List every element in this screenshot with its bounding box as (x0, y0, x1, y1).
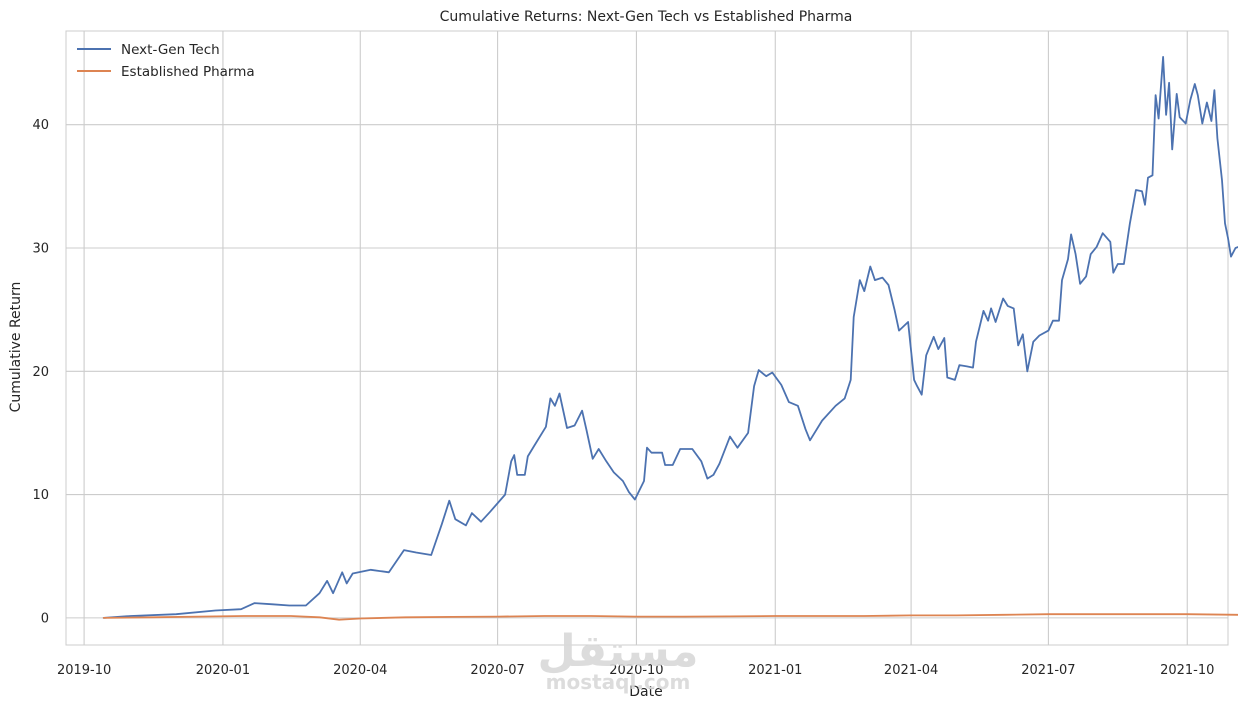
x-tick-2021-04: 2021-04 (884, 663, 938, 678)
x-tick-2021-01: 2021-01 (748, 663, 802, 678)
y-tick-40: 40 (32, 118, 49, 133)
x-tick-2019-10: 2019-10 (57, 663, 111, 678)
series-line-next-gen-tech (102, 56, 1238, 619)
legend-label-established-pharma: Established Pharma (121, 64, 255, 80)
legend: Next-Gen Tech Established Pharma (77, 42, 255, 80)
series-lines (102, 56, 1238, 621)
x-tick-2020-10: 2020-10 (609, 663, 663, 678)
x-tick-2020-01: 2020-01 (196, 663, 250, 678)
x-tick-2020-04: 2020-04 (333, 663, 387, 678)
x-tick-2021-07: 2021-07 (1021, 663, 1075, 678)
chart-title: Cumulative Returns: Next-Gen Tech vs Est… (440, 9, 853, 25)
watermark: مستقل mostaql.com (538, 626, 699, 694)
y-tick-10: 10 (32, 488, 49, 503)
y-tick-20: 20 (32, 365, 49, 380)
x-tick-2021-10: 2021-10 (1160, 663, 1214, 678)
x-tick-labels: 2019-10 2020-01 2020-04 2020-07 2020-10 2021-… (57, 663, 1214, 678)
watermark-arabic: مستقل (538, 626, 699, 677)
watermark-latin: mostaql.com (546, 670, 691, 694)
grid (66, 31, 1228, 645)
y-axis-title: Cumulative Return (8, 282, 24, 413)
x-tick-2020-07: 2020-07 (470, 663, 524, 678)
legend-label-next-gen-tech: Next-Gen Tech (121, 42, 220, 58)
y-tick-0: 0 (41, 611, 49, 626)
x-axis-title: Date (629, 684, 662, 700)
y-tick-labels: 0 10 20 30 40 (32, 118, 49, 626)
series-line-established-pharma (102, 613, 1238, 621)
plot-area-frame (65, 30, 1229, 646)
y-tick-30: 30 (32, 241, 49, 256)
